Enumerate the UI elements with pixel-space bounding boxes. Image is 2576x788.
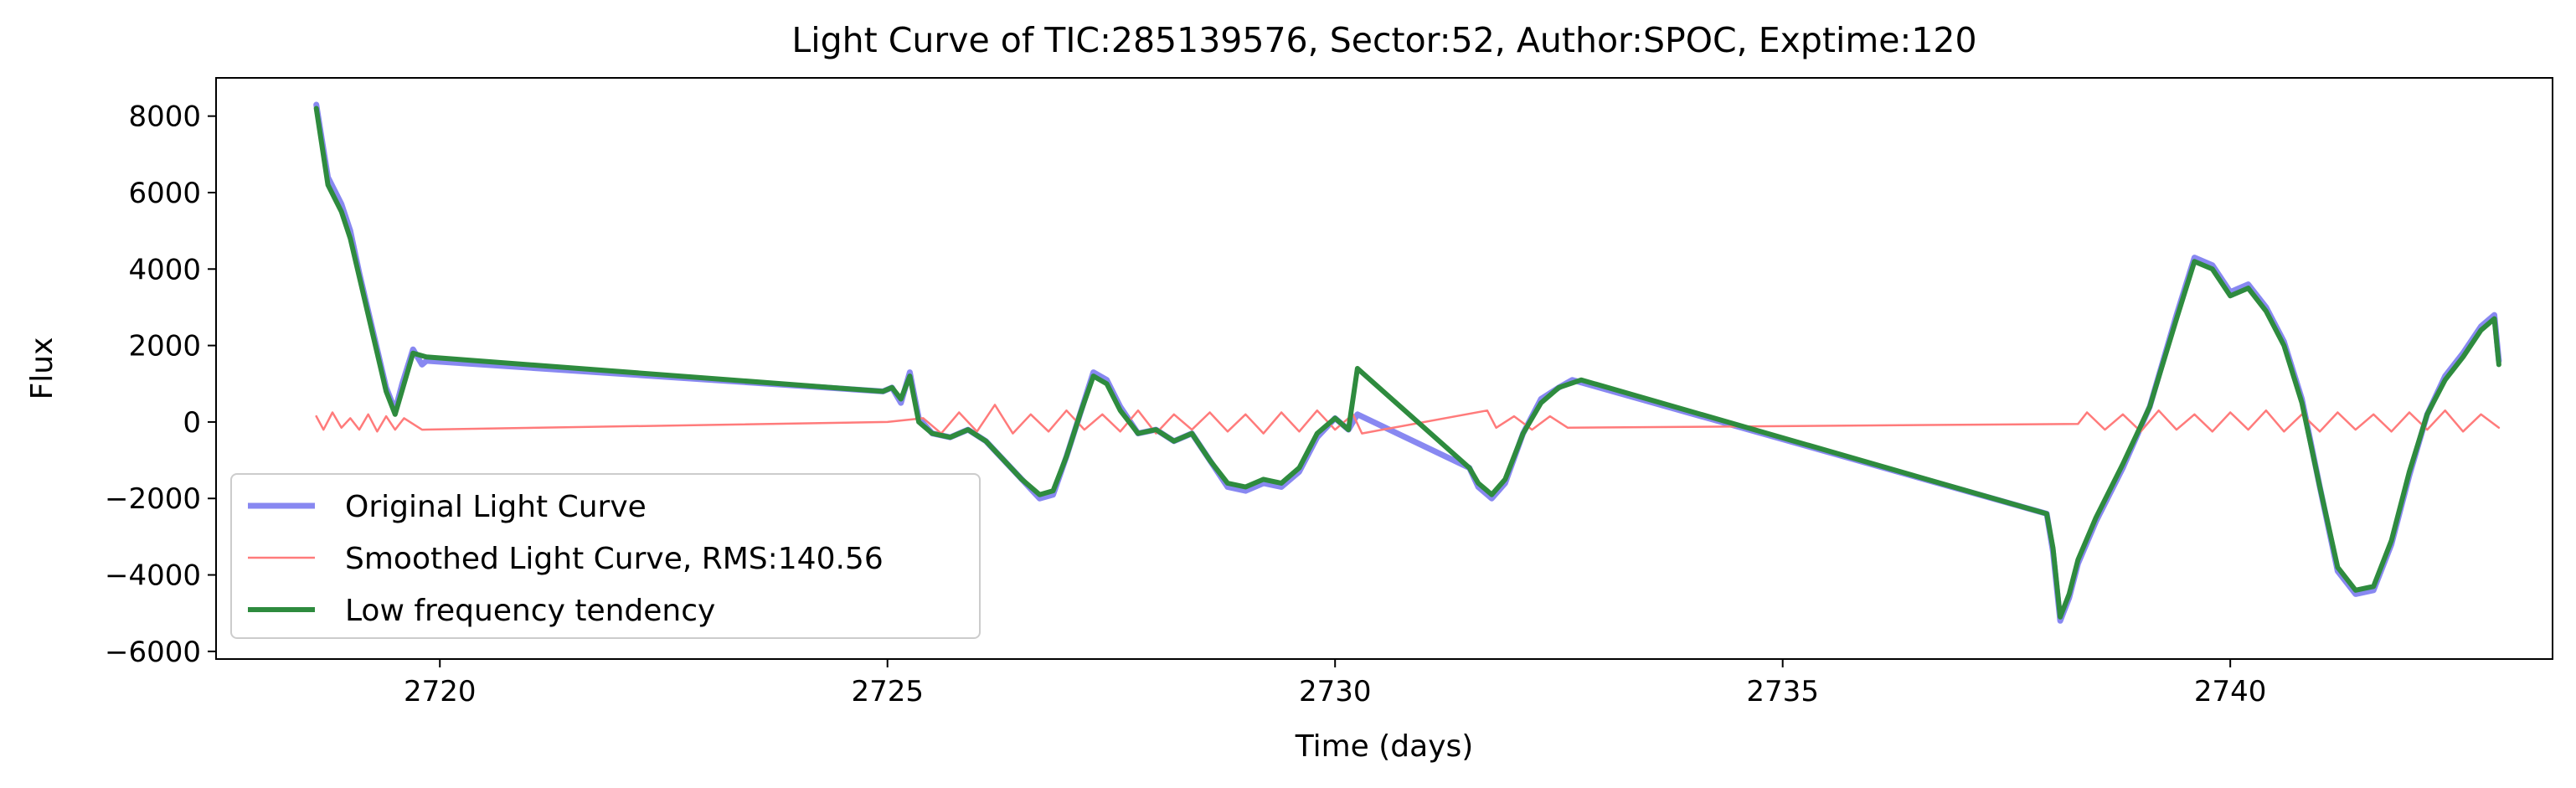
- y-tick-label: 6000: [128, 177, 201, 210]
- legend: Original Light Curve Smoothed Light Curve…: [230, 473, 981, 639]
- x-tick-label: 2735: [1746, 675, 1819, 708]
- legend-label: Low frequency tendency: [345, 594, 715, 628]
- chart-title: Light Curve of TIC:285139576, Sector:52,…: [791, 20, 1976, 60]
- y-tick-label: −4000: [105, 559, 201, 593]
- x-axis: 2720 2725 2730 2735 2740: [404, 659, 2266, 708]
- series-layer: [313, 101, 2502, 624]
- legend-label: Original Light Curve: [345, 490, 647, 524]
- legend-label: Smoothed Light Curve, RMS:140.56: [345, 542, 884, 576]
- x-tick-label: 2730: [1299, 675, 1372, 708]
- plot-area-frame: [215, 77, 2553, 660]
- x-tick-label: 2740: [2194, 675, 2267, 708]
- legend-box: [230, 473, 981, 639]
- series-line-2: [315, 404, 2501, 435]
- y-axis-title: Flux: [25, 337, 59, 400]
- y-tick-label: 4000: [128, 253, 201, 286]
- x-tick-label: 2725: [851, 675, 924, 708]
- x-tick-label: 2720: [404, 675, 477, 708]
- y-tick-label: 0: [183, 406, 201, 440]
- x-axis-title: Time (days): [1295, 729, 1474, 764]
- y-tick-label: 8000: [128, 100, 201, 134]
- y-axis: −6000 −4000 −2000 0 2000 4000 6000 8000: [105, 100, 216, 669]
- y-tick-label: −2000: [105, 482, 201, 516]
- y-tick-label: −6000: [105, 636, 201, 669]
- series-line-3: [313, 106, 2501, 620]
- y-tick-label: 2000: [128, 330, 201, 363]
